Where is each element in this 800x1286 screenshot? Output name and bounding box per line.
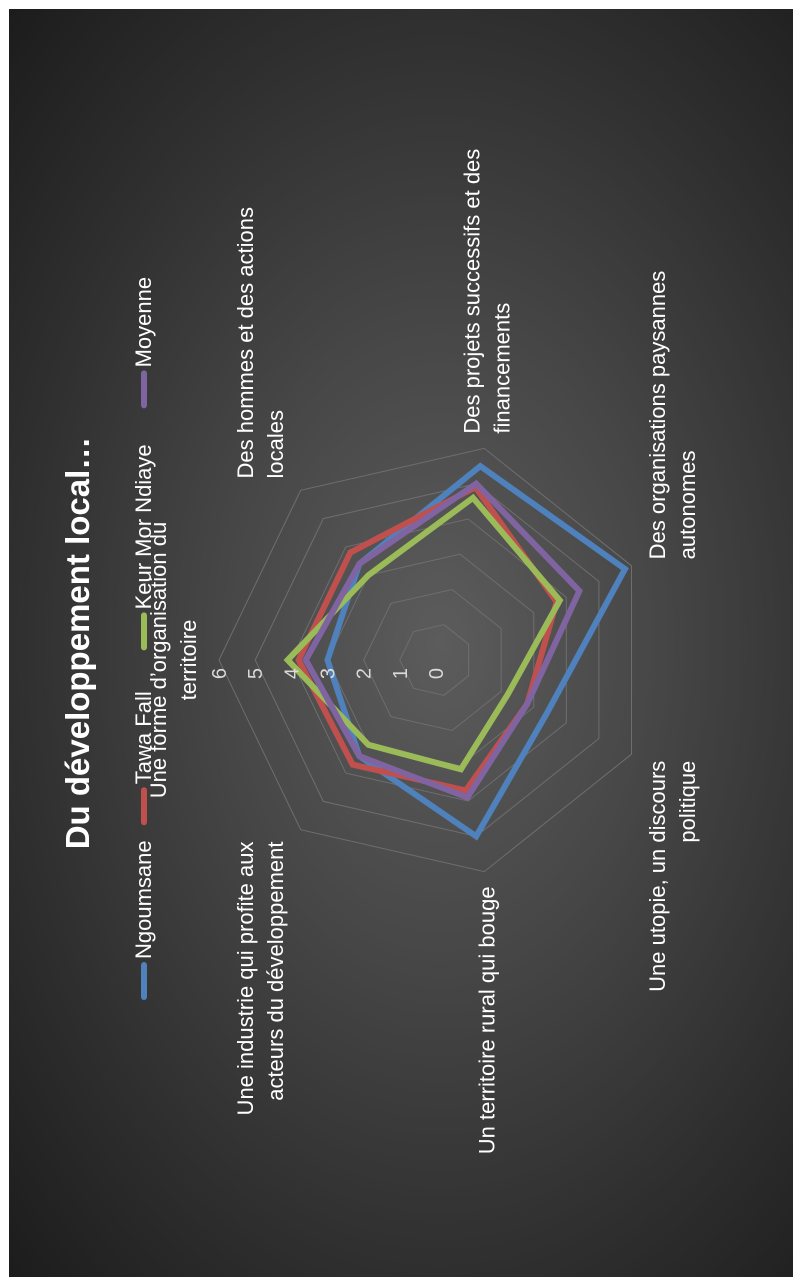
tick-label-2: 2 [354,668,376,679]
legend-label-1: Ngoumsane [131,840,156,959]
legend: Ngoumsane Tawa Fall Keur Mor Ndiaye Moyenne [131,277,156,1000]
legend-label-2: Tawa Fall [131,691,156,784]
grid-ring-1 [399,624,470,696]
category-label-line: acteurs du développement [263,842,288,1101]
grid-ring-2 [363,588,502,732]
category-label-7: Une industrie qui profite aux acteurs du … [233,842,288,1116]
grid-ring-5 [254,483,600,837]
tick-label-3: 3 [318,668,340,679]
category-label-line: financements [490,303,515,434]
category-label-line: Un territoire rural qui bouge [475,886,500,1154]
category-label-line: Des hommes et des actions [233,207,258,478]
legend-label-3: Keur Mor Ndiaye [131,444,156,609]
radial-axis-ticks: 0 1 2 3 4 5 6 [209,668,448,679]
category-label-line: autonomes [675,450,700,559]
radar-chart: Du développement local… Ngoumsane Tawa Fa… [59,149,700,1155]
legend-label-4: Moyenne [131,277,156,368]
category-label-1: Une forme d’organisation du territoire [146,522,201,798]
category-label-5: Une utopie, un discours politique [645,761,700,992]
category-label-4: Des organisations paysannes autonomes [645,271,700,560]
tick-label-6: 6 [209,668,231,679]
category-label-6: Un territoire rural qui bouge [475,886,500,1154]
tick-label-4: 4 [281,668,303,679]
grid-ring-6 [218,447,632,873]
series-layer [283,462,629,841]
chart-area: Du développement local… Ngoumsane Tawa Fa… [9,9,793,1277]
tick-label-0: 0 [426,668,448,679]
category-label-line: Des organisations paysannes [645,271,670,560]
series-line-4 [302,479,583,802]
category-label-2: Des hommes et des actions locales [233,207,288,478]
category-label-3: Des projets successifs et des financement… [460,149,515,434]
category-label-line: territoire [176,620,201,701]
tick-label-1: 1 [390,668,412,679]
category-labels: Une forme d’organisation du territoire Des… [146,149,700,1155]
category-label-line: Des projets successifs et des [460,149,485,434]
category-label-line: Une utopie, un discours [645,761,670,992]
category-label-line: politique [675,761,700,843]
tick-label-5: 5 [245,668,267,679]
chart-title: Du développement local… [59,437,96,850]
category-label-line: Une industrie qui profite aux [233,842,258,1116]
category-label-line: Une forme d’organisation du [146,522,171,798]
radar-grid [218,447,632,873]
category-label-line: locales [263,410,288,478]
series-line-2 [295,483,560,794]
series-line-3 [283,493,564,773]
